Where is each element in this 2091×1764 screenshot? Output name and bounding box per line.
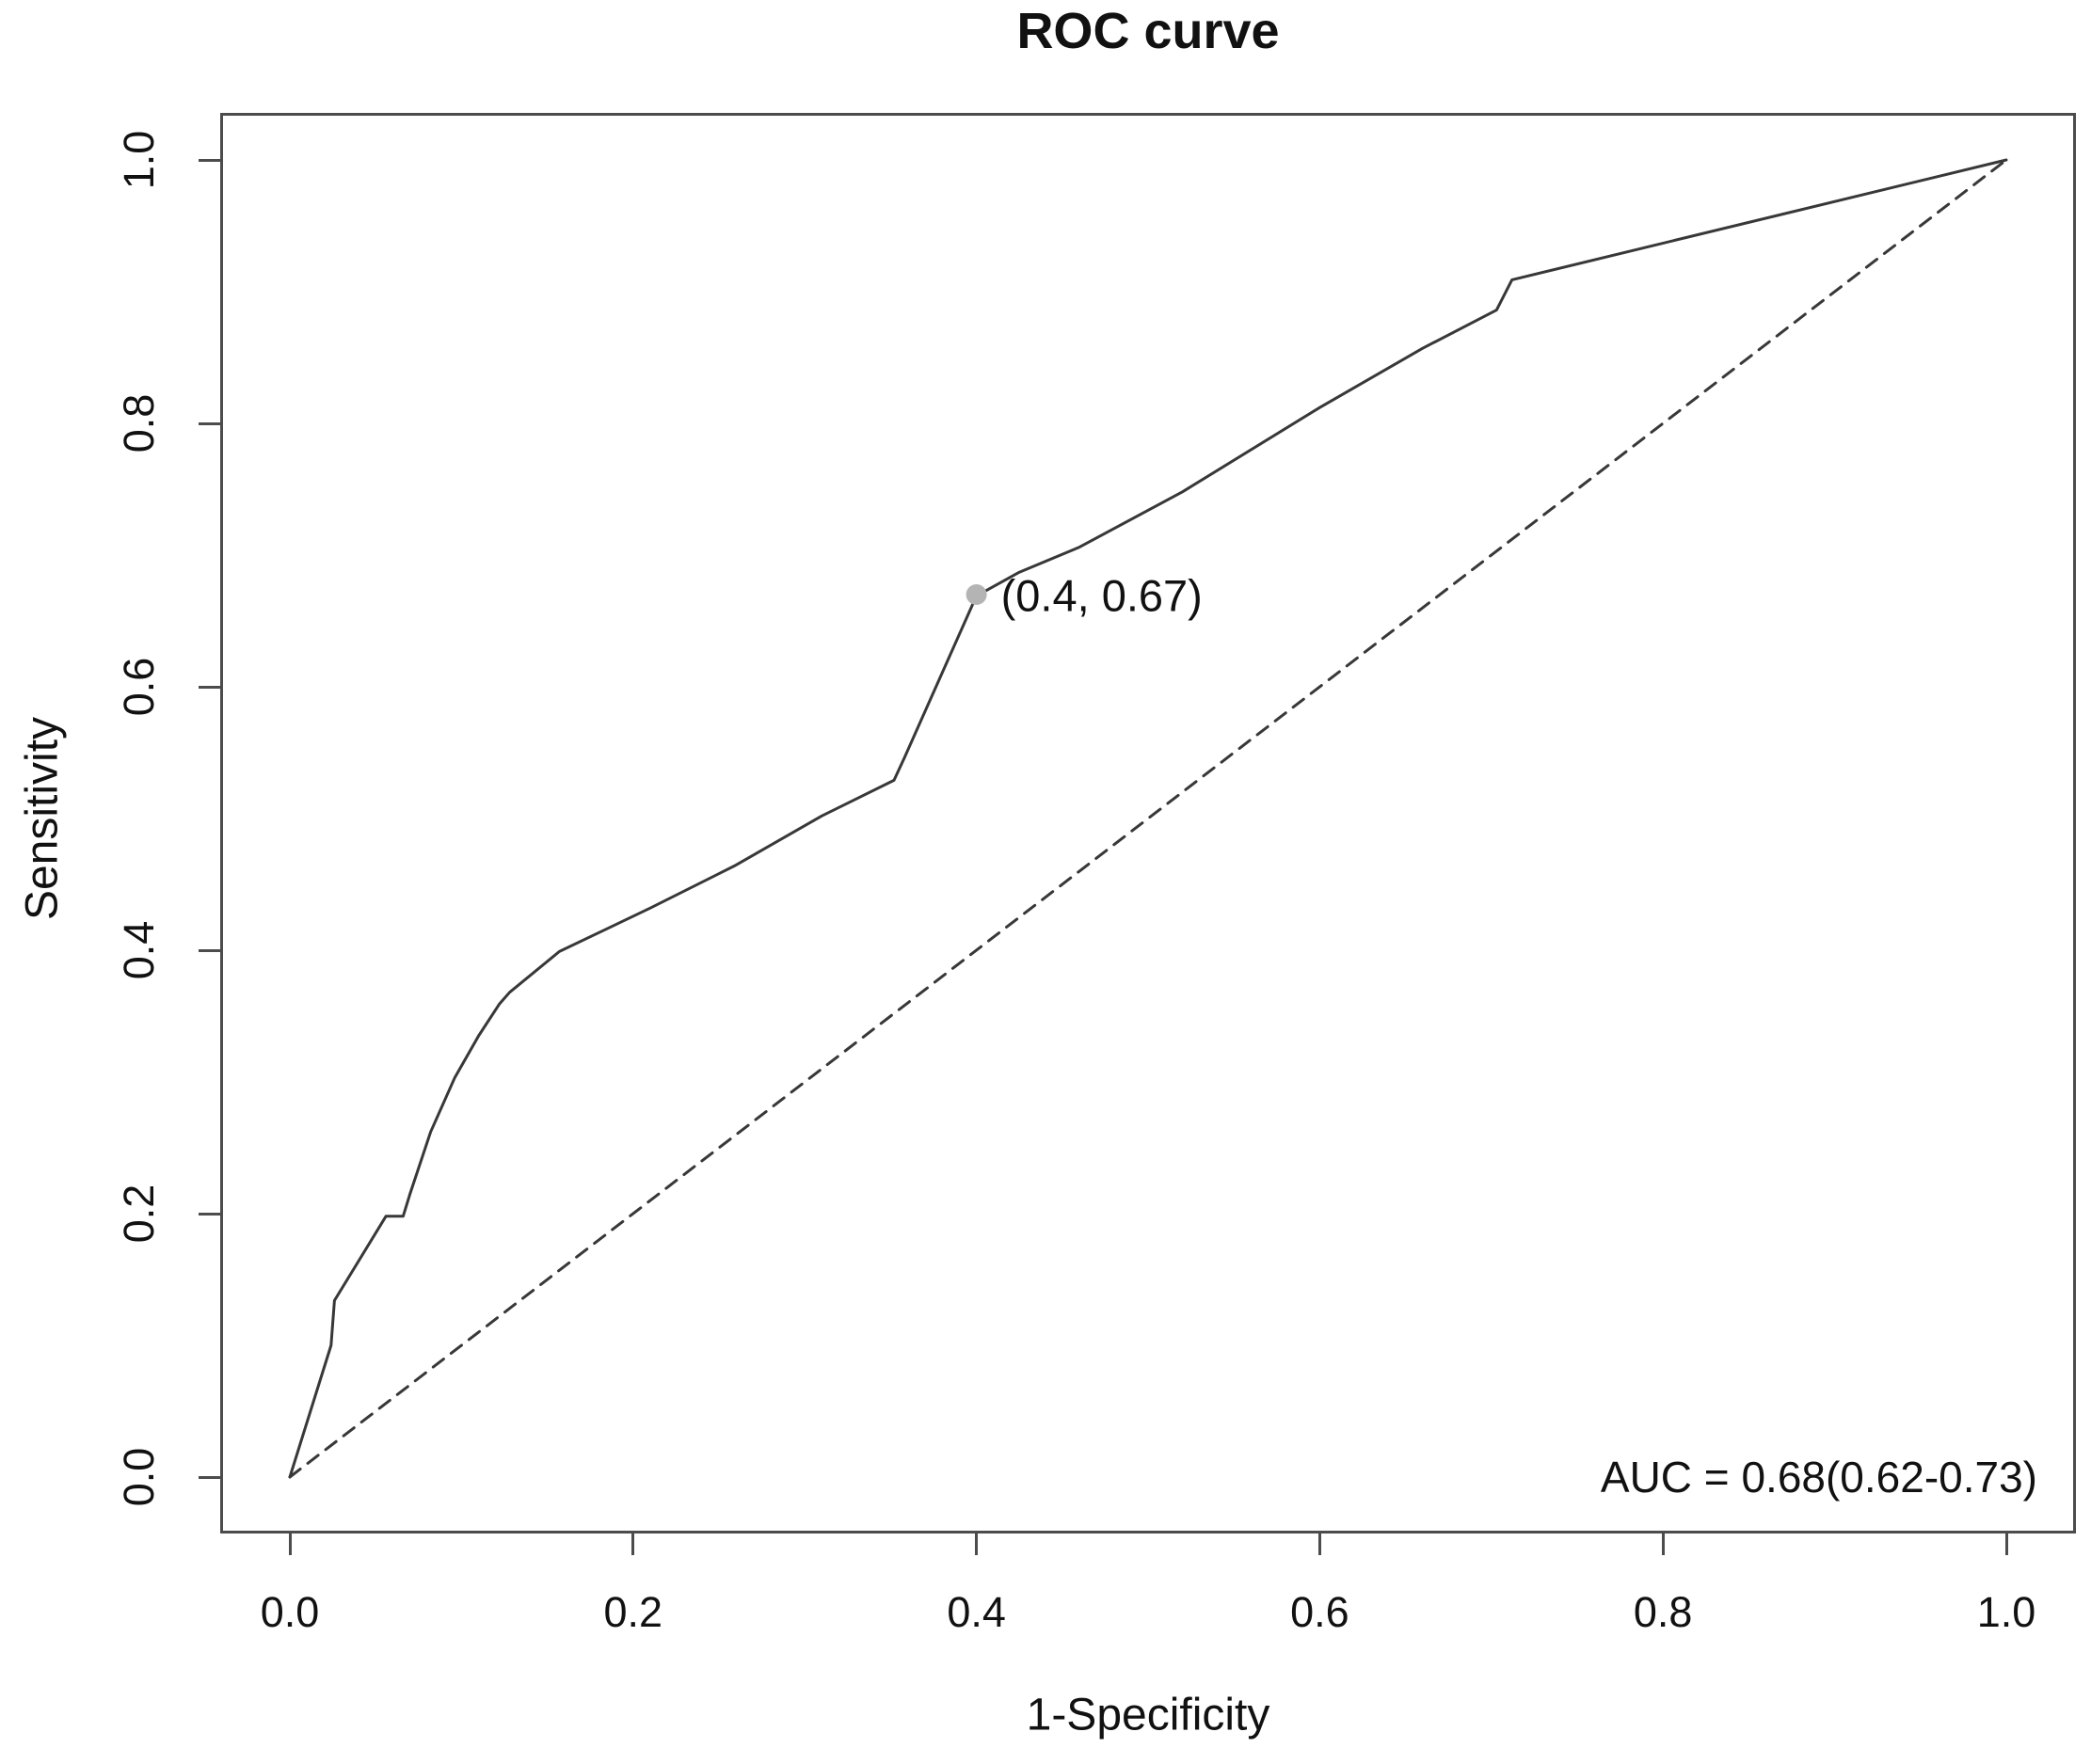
y-axis-label: Sensitivity bbox=[17, 716, 68, 921]
y-axis-tick bbox=[199, 1475, 223, 1479]
y-axis-tick bbox=[199, 948, 223, 952]
x-axis-label: 1-Specificity bbox=[1026, 1690, 1270, 1740]
y-axis-tick bbox=[199, 1212, 223, 1216]
y-axis-tick bbox=[199, 421, 223, 425]
x-axis-tick-label: 0.6 bbox=[1290, 1588, 1349, 1636]
x-axis-tick-label: 0.8 bbox=[1633, 1588, 1693, 1636]
y-axis-tick-label: 0.2 bbox=[115, 1184, 163, 1244]
x-axis-tick bbox=[1317, 1531, 1321, 1555]
x-axis-tick-label: 0.4 bbox=[947, 1588, 1006, 1636]
auc-value-label: AUC = 0.68(0.62-0.73) bbox=[1600, 1453, 2037, 1502]
cutoff-point-marker bbox=[966, 584, 987, 605]
y-axis-tick-label: 1.0 bbox=[115, 130, 163, 190]
y-axis-tick-label: 0.4 bbox=[115, 920, 163, 980]
y-axis-tick-label: 0.0 bbox=[115, 1447, 163, 1507]
chart-title: ROC curve bbox=[1016, 3, 1280, 59]
y-axis-tick bbox=[199, 158, 223, 162]
y-axis-tick bbox=[199, 685, 223, 689]
x-axis-tick bbox=[2004, 1531, 2008, 1555]
y-axis-tick-label: 0.6 bbox=[115, 657, 163, 717]
x-axis-tick-label: 1.0 bbox=[1976, 1588, 2036, 1636]
x-axis-tick bbox=[631, 1531, 635, 1555]
roc-chart-canvas bbox=[288, 158, 2008, 1479]
x-axis-tick bbox=[1661, 1531, 1665, 1555]
x-axis-tick bbox=[288, 1531, 292, 1555]
chance-diagonal-line bbox=[288, 158, 2008, 1479]
x-axis-tick-label: 0.0 bbox=[260, 1588, 320, 1636]
cutoff-point-label: (0.4, 0.67) bbox=[1000, 570, 1203, 621]
roc-curve-line bbox=[288, 158, 2008, 1479]
x-axis-tick bbox=[975, 1531, 979, 1555]
plot-area bbox=[220, 113, 2076, 1534]
y-axis-tick-label: 0.8 bbox=[115, 393, 163, 453]
x-axis-tick-label: 0.2 bbox=[603, 1588, 663, 1636]
